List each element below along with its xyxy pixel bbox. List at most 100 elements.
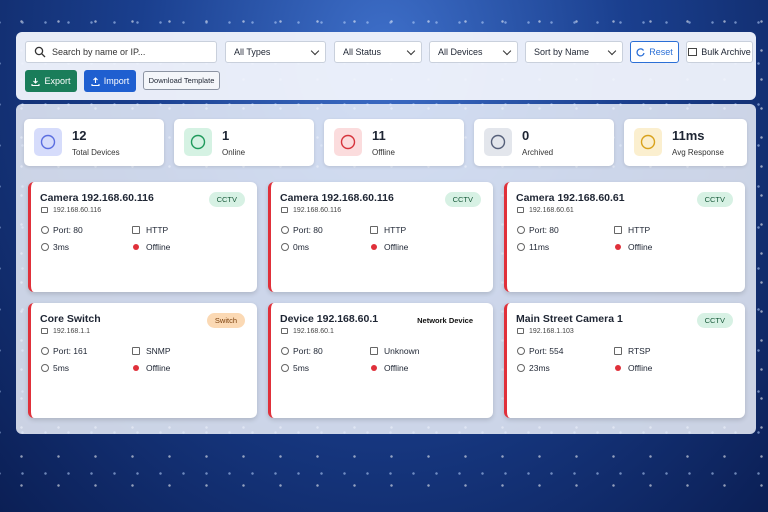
protocol-icon [614,226,622,234]
device-card[interactable]: Camera 192.168.60.116 CCTV 192.168.60.116 P… [28,182,257,292]
device-name: Camera 192.168.60.116 [40,192,154,204]
device-protocol: SNMP [146,346,171,356]
status-dot [615,365,621,371]
device-status: Offline [384,363,409,373]
device-port: Port: 554 [529,346,564,356]
stat-label: Total Devices [72,148,120,157]
status-dot [615,244,621,250]
stat-icon [334,128,362,156]
device-name: Camera 192.168.60.61 [516,192,625,204]
device-tag: Network Device [417,316,473,325]
reset-button[interactable]: Reset [630,41,679,63]
protocol-icon [370,347,378,355]
port-icon [41,226,49,234]
port-icon [281,347,289,355]
device-protocol: RTSP [628,346,651,356]
ip-icon [281,207,288,213]
latency-icon [517,364,525,372]
device-ip: 192.168.1.103 [529,328,574,335]
protocol-icon [370,226,378,234]
status-filter[interactable]: All Status [334,41,422,63]
device-filter[interactable]: All Devices [429,41,518,63]
protocol-icon [614,347,622,355]
stat-value: 11 [372,128,386,143]
protocol-icon [132,347,140,355]
archive-icon [688,48,698,56]
type-filter[interactable]: All Types [225,41,326,63]
button-text: Export [44,76,71,86]
ip-icon [517,207,524,213]
device-card[interactable]: Device 192.168.60.1 Network Device 192.168… [268,303,493,418]
filter-text: All Types [234,47,271,57]
status-dot [133,244,139,250]
device-port: Port: 161 [53,346,88,356]
stat-value: 0 [522,128,530,143]
device-card[interactable]: Main Street Camera 1 CCTV 192.168.1.103 Por… [504,303,745,418]
bulk-archive-button[interactable]: Bulk Archive [686,41,753,63]
stat-value: 11ms [672,128,705,143]
sort-select[interactable]: Sort by Name [525,41,623,63]
device-name: Device 192.168.60.1 [280,313,379,325]
device-name: Main Street Camera 1 [516,313,623,325]
stat-icon [634,128,662,156]
ip-icon [41,207,48,213]
stat-label: Archived [522,148,554,157]
port-icon [41,347,49,355]
stat-card: 1 Online [174,119,314,166]
port-icon [517,347,525,355]
device-ip: 192.168.1.1 [53,328,90,335]
device-tag: CCTV [696,313,733,328]
stat-card: 11 Offline [324,119,464,166]
stat-card: 11ms Avg Response [624,119,747,166]
search-placeholder: Search by name or IP... [52,47,146,57]
ip-icon [281,328,288,334]
import-icon [91,76,100,86]
device-tag: CCTV [444,192,481,207]
download-template-button[interactable]: Download Template [143,71,220,90]
device-card[interactable]: Core Switch Switch 192.168.1.1 Port: 161 SNM… [28,303,257,418]
port-icon [517,226,525,234]
search-box[interactable]: Search by name or IP... [25,41,217,63]
device-latency: 3ms [53,242,70,252]
port-icon [281,226,289,234]
export-button[interactable]: Export [25,70,77,92]
device-card[interactable]: Camera 192.168.60.116 CCTV 192.168.60.116 P… [268,182,493,292]
filter-text: All Status [343,47,382,57]
export-icon [31,77,41,86]
stat-label: Offline [372,148,395,157]
import-button[interactable]: Import [84,70,136,92]
stat-label: Avg Response [672,148,724,157]
protocol-icon [132,226,140,234]
device-ip: 192.168.60.116 [53,207,102,214]
device-tag: CCTV [696,192,733,207]
latency-icon [281,364,289,372]
device-protocol: HTTP [628,225,651,235]
device-tag: CCTV [208,192,245,207]
stat-value: 1 [222,128,230,143]
device-port: Port: 80 [293,346,323,356]
ip-icon [41,328,48,334]
device-name: Camera 192.168.60.116 [280,192,394,204]
filter-text: All Devices [438,47,483,57]
device-name: Core Switch [40,313,101,325]
stat-label: Online [222,148,246,157]
latency-icon [41,243,49,251]
device-port: Port: 80 [293,225,323,235]
device-card[interactable]: Camera 192.168.60.61 CCTV 192.168.60.61 Por… [504,182,745,292]
status-dot [371,365,377,371]
device-latency: 5ms [293,363,310,373]
stat-card: 0 Archived [474,119,614,166]
device-status: Offline [146,242,171,252]
search-icon [34,46,46,58]
button-text: Reset [649,47,673,57]
device-port: Port: 80 [529,225,559,235]
filter-text: Sort by Name [534,47,590,57]
device-latency: 23ms [529,363,550,373]
device-status: Offline [146,363,171,373]
stat-value: 12 [72,128,87,143]
ip-icon [517,328,524,334]
latency-icon [41,364,49,372]
device-tag: Switch [206,313,245,328]
device-status: Offline [628,242,653,252]
